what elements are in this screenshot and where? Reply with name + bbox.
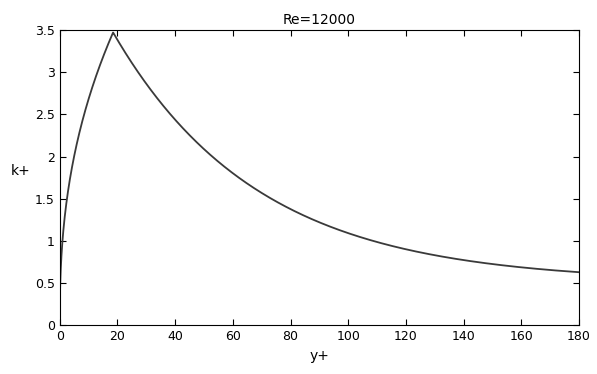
X-axis label: y+: y+ — [309, 349, 330, 363]
Y-axis label: k+: k+ — [11, 164, 31, 178]
Title: Re=12000: Re=12000 — [283, 13, 356, 27]
